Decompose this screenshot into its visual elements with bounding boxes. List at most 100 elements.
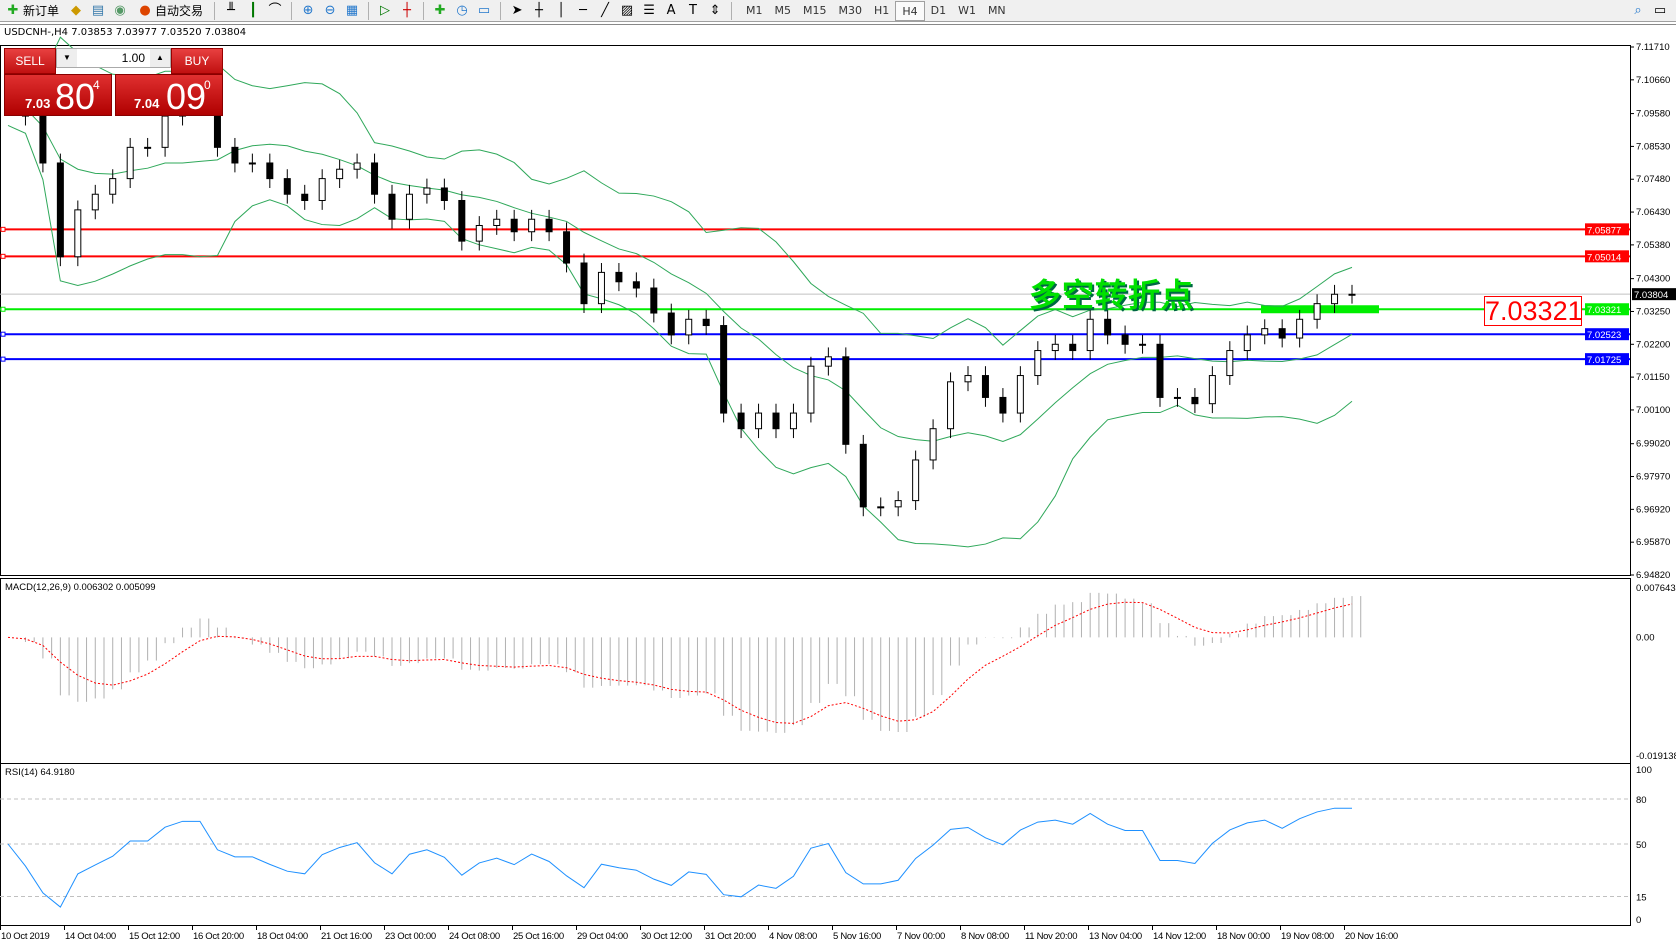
candle-body xyxy=(789,412,797,430)
time-tick-label: 29 Oct 04:00 xyxy=(577,931,628,942)
equidistant-channel-icon[interactable]: ▨ xyxy=(620,2,634,18)
separator xyxy=(214,1,216,20)
candlestick-icon[interactable]: ┃ xyxy=(249,2,257,18)
level-price-badge xyxy=(1585,353,1629,366)
indicators-icon[interactable]: ✚ xyxy=(434,2,446,18)
current-price-badge xyxy=(1632,288,1676,301)
time-tick-label: 19 Nov 08:00 xyxy=(1281,931,1334,942)
timeframe-m1[interactable]: M1 xyxy=(746,3,763,17)
candle-body xyxy=(859,443,867,508)
text-label-icon[interactable]: T xyxy=(689,2,697,18)
crosshair-icon[interactable]: ┼ xyxy=(535,2,543,18)
candle-body xyxy=(1121,334,1129,345)
annotation-price-label[interactable]: 7.03321 xyxy=(1484,296,1583,326)
time-tick-label: 7 Nov 00:00 xyxy=(897,931,945,942)
fibonacci-icon[interactable]: ☰ xyxy=(643,2,655,18)
templates-icon[interactable]: ▭ xyxy=(477,2,491,18)
candle-body xyxy=(999,396,1007,414)
price-tick-label: 7.02200 xyxy=(1636,339,1670,350)
time-tick-label: 10 Oct 2019 xyxy=(1,931,49,942)
auto-trading-button[interactable]: ● 自动交易 xyxy=(134,1,206,21)
candle-body xyxy=(1208,375,1216,405)
timeframe-m5[interactable]: M5 xyxy=(774,3,792,17)
candle-body xyxy=(371,162,379,195)
price-tick-label: 6.94820 xyxy=(1636,570,1670,581)
level-handle xyxy=(0,306,6,312)
search-icon[interactable]: ⌕ xyxy=(1634,2,1642,18)
buy-button[interactable]: BUY xyxy=(171,48,223,74)
candle-body xyxy=(266,162,274,180)
candle-body xyxy=(1261,328,1269,336)
time-tick-label: 16 Oct 20:00 xyxy=(193,931,244,942)
timeframe-h4[interactable]: H4 xyxy=(895,0,925,21)
candle-body xyxy=(248,162,256,165)
timeframe-m15[interactable]: M15 xyxy=(803,3,827,17)
bar-chart-icon[interactable]: ╨ xyxy=(227,2,235,18)
horizontal-line-icon[interactable]: ─ xyxy=(579,2,587,18)
lot-size-stepper[interactable]: ▼ 1.00 ▲ xyxy=(56,48,171,68)
macd-tick-label: 0.00 xyxy=(1636,632,1655,643)
periods-icon[interactable]: ◷ xyxy=(456,2,468,18)
separator xyxy=(731,1,733,20)
lot-decrease-icon[interactable]: ▼ xyxy=(57,49,77,67)
timeframe-d1[interactable]: D1 xyxy=(930,3,947,17)
candle-body xyxy=(1278,328,1286,339)
price-tick-label: 7.10660 xyxy=(1636,75,1670,86)
time-tick-label: 24 Oct 08:00 xyxy=(449,931,500,942)
cursor-icon[interactable]: ➤ xyxy=(511,2,523,18)
timeframe-w1[interactable]: W1 xyxy=(958,3,976,17)
timeframe-m30[interactable]: M30 xyxy=(838,3,863,17)
lot-size-input[interactable]: 1.00 xyxy=(121,51,145,65)
candle-body xyxy=(1226,350,1234,377)
price-tick-label: 7.00100 xyxy=(1636,405,1670,416)
level-price-label: 7.05014 xyxy=(1587,252,1621,263)
annotation-text[interactable]: 多空转折点 xyxy=(1029,276,1195,314)
separator xyxy=(368,1,370,20)
candle-body xyxy=(650,287,658,314)
timeframe-h1[interactable]: H1 xyxy=(874,3,890,17)
pane-frame xyxy=(0,45,1631,576)
sell-button[interactable]: SELL xyxy=(4,48,56,74)
auto-trading-icon: ● xyxy=(139,2,151,18)
time-tick-label: 4 Nov 08:00 xyxy=(769,931,817,942)
zoom-out-icon[interactable]: ⊖ xyxy=(324,2,336,18)
vertical-line-icon[interactable]: │ xyxy=(557,2,565,18)
candle-body xyxy=(405,193,413,220)
line-chart-icon[interactable]: ⌒ xyxy=(268,2,282,18)
lot-increase-icon[interactable]: ▲ xyxy=(150,49,170,67)
bollinger-upper-band xyxy=(7,36,1353,346)
signals-icon[interactable]: ◉ xyxy=(114,2,126,18)
data-window-icon[interactable]: ▤ xyxy=(91,2,105,18)
chart-shift-icon[interactable]: ┼ xyxy=(403,2,411,18)
rsi-title: RSI(14) 64.9180 xyxy=(5,767,75,778)
candle-body xyxy=(1051,343,1059,352)
sell-price-button[interactable]: 7.03 80 4 xyxy=(4,74,112,117)
candle-body xyxy=(842,356,850,445)
candle-body xyxy=(720,325,728,414)
price-tick-label: 7.04300 xyxy=(1636,274,1670,285)
chart-canvas[interactable]: 7.11710 7.10660 7.09580 7.08530 7.07480 7.064… xyxy=(0,24,1676,946)
candle-body xyxy=(912,459,920,502)
macd-signal-line xyxy=(7,601,1353,724)
trendline-icon[interactable]: ╱ xyxy=(601,2,609,18)
candle-body xyxy=(685,318,693,336)
tile-windows-icon[interactable]: ▦ xyxy=(345,2,359,18)
candle-body xyxy=(615,271,623,283)
new-order-button[interactable]: ✚ 新订单 xyxy=(2,1,62,21)
candle-body xyxy=(336,168,344,180)
time-tick-label: 18 Oct 04:00 xyxy=(257,931,308,942)
timeframe-mn[interactable]: MN xyxy=(987,3,1006,17)
zoom-in-icon[interactable]: ⊕ xyxy=(302,2,314,18)
rsi-tick-label: 50 xyxy=(1636,840,1647,851)
buy-price-button[interactable]: 7.04 09 0 xyxy=(115,74,223,117)
chat-icon[interactable]: ▭ xyxy=(1653,2,1667,18)
price-tick-label: 6.95870 xyxy=(1636,537,1670,548)
price-tick-label: 7.07480 xyxy=(1636,174,1670,185)
arrows-icon[interactable]: ⇕ xyxy=(709,2,721,18)
text-icon[interactable]: A xyxy=(666,2,676,18)
autoscroll-icon[interactable]: ▷ xyxy=(380,2,391,18)
chart-window[interactable]: 7.11710 7.10660 7.09580 7.08530 7.07480 7.064… xyxy=(0,24,1676,946)
market-watch-icon[interactable]: ◆ xyxy=(71,2,82,18)
time-tick-label: 21 Oct 16:00 xyxy=(321,931,372,942)
level-price-label: 7.01725 xyxy=(1587,355,1621,366)
